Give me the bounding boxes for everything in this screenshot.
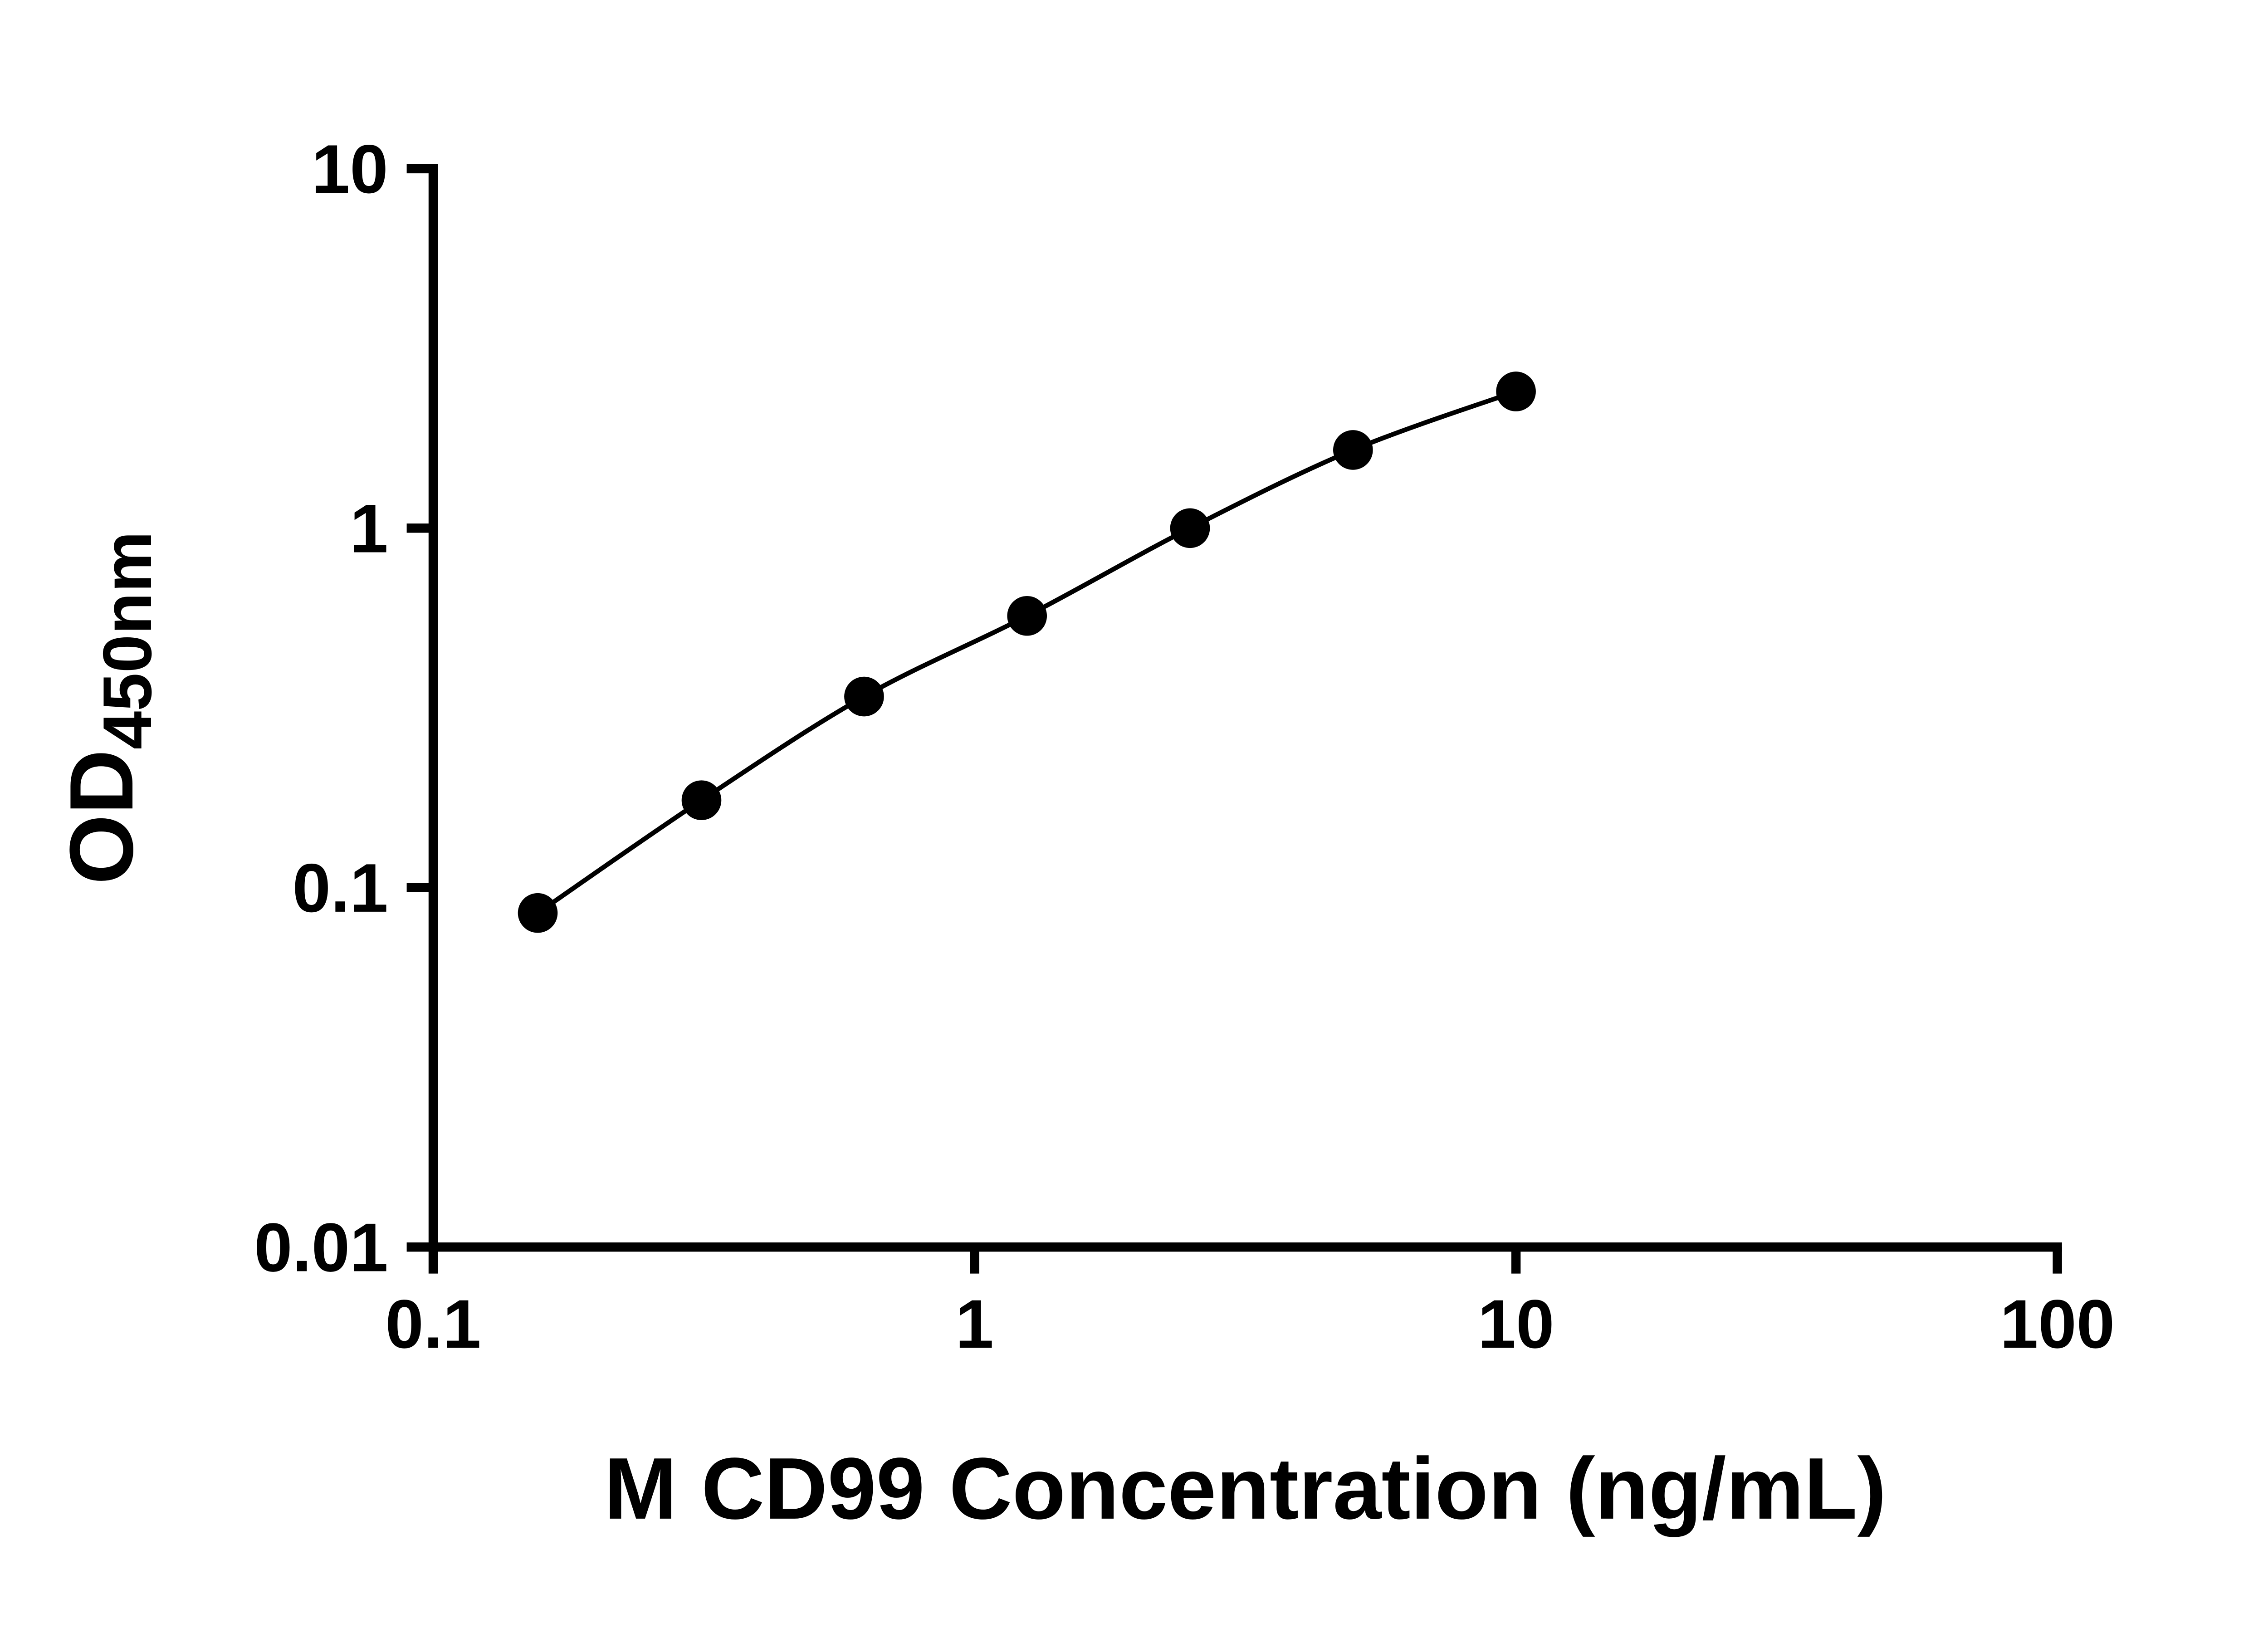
y-tick-label: 0.01 xyxy=(254,1209,388,1286)
y-axis-title-sub: 450nm xyxy=(89,531,166,749)
standard-curve-line xyxy=(536,389,1517,915)
data-point-marker xyxy=(1333,430,1373,470)
data-point-marker xyxy=(681,780,722,820)
data-point-marker xyxy=(518,893,558,933)
data-point-marker xyxy=(844,676,884,717)
tick-marks xyxy=(406,164,2062,1274)
data-point-marker xyxy=(1007,596,1047,636)
x-tick-label: 100 xyxy=(2000,1286,2115,1363)
y-axis-title-main: OD xyxy=(51,749,152,885)
y-axis-title: OD450nm xyxy=(51,531,166,885)
axes xyxy=(428,164,2062,1252)
x-axis-title: M CD99 Concentration (ng/mL) xyxy=(604,1440,1887,1537)
y-tick-label: 0.1 xyxy=(293,850,388,927)
x-tick-label: 0.1 xyxy=(385,1286,481,1363)
x-tick-label: 1 xyxy=(955,1286,993,1363)
data-point-marker xyxy=(1496,372,1536,411)
y-tick-label: 10 xyxy=(312,131,388,208)
x-tick-label: 10 xyxy=(1478,1286,1554,1363)
data-point-marker xyxy=(1170,508,1210,548)
y-tick-label: 1 xyxy=(350,490,388,567)
data-series xyxy=(518,372,1536,933)
